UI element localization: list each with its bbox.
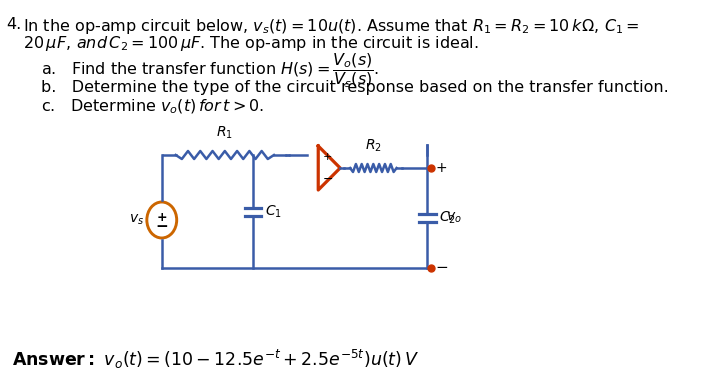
Text: b.   Determine the type of the circuit response based on the transfer function.: b. Determine the type of the circuit res… (42, 80, 669, 95)
Text: +: + (436, 161, 447, 175)
Text: 4.: 4. (6, 17, 22, 32)
Text: +: + (322, 152, 332, 162)
Text: $\mathbf{Answer:}$ $v_o(t) = \left(10 - 12.5e^{-t} + 2.5e^{-5t}\right)u(t)\,V$: $\mathbf{Answer:}$ $v_o(t) = \left(10 - … (11, 348, 419, 371)
Text: $C_2$: $C_2$ (439, 210, 455, 226)
Text: c.   Determine $v_o(t)\,for\,t > 0$.: c. Determine $v_o(t)\,for\,t > 0$. (42, 98, 265, 116)
Text: $20\,\mu F,\,and\, C_2 = 100\,\mu F$. The op-amp in the circuit is ideal.: $20\,\mu F,\,and\, C_2 = 100\,\mu F$. Th… (23, 34, 479, 53)
Text: +: + (157, 211, 167, 224)
Text: $v_o$: $v_o$ (446, 211, 461, 225)
Text: −: − (322, 172, 333, 185)
Text: a.   Find the transfer function $H(s) = \dfrac{V_o(s)}{V_s(s)}$.: a. Find the transfer function $H(s) = \d… (42, 52, 380, 90)
Text: −: − (436, 260, 448, 275)
Text: $v_s$: $v_s$ (129, 213, 145, 227)
Text: In the op-amp circuit below, $v_s(t) = 10u(t)$. Assume that $R_1 = R_2 = 10\,k\O: In the op-amp circuit below, $v_s(t) = 1… (23, 17, 640, 36)
Text: $R_2$: $R_2$ (365, 137, 381, 154)
Text: −: − (155, 218, 168, 234)
Text: $R_1$: $R_1$ (216, 124, 233, 141)
Text: $C_1$: $C_1$ (264, 203, 281, 220)
